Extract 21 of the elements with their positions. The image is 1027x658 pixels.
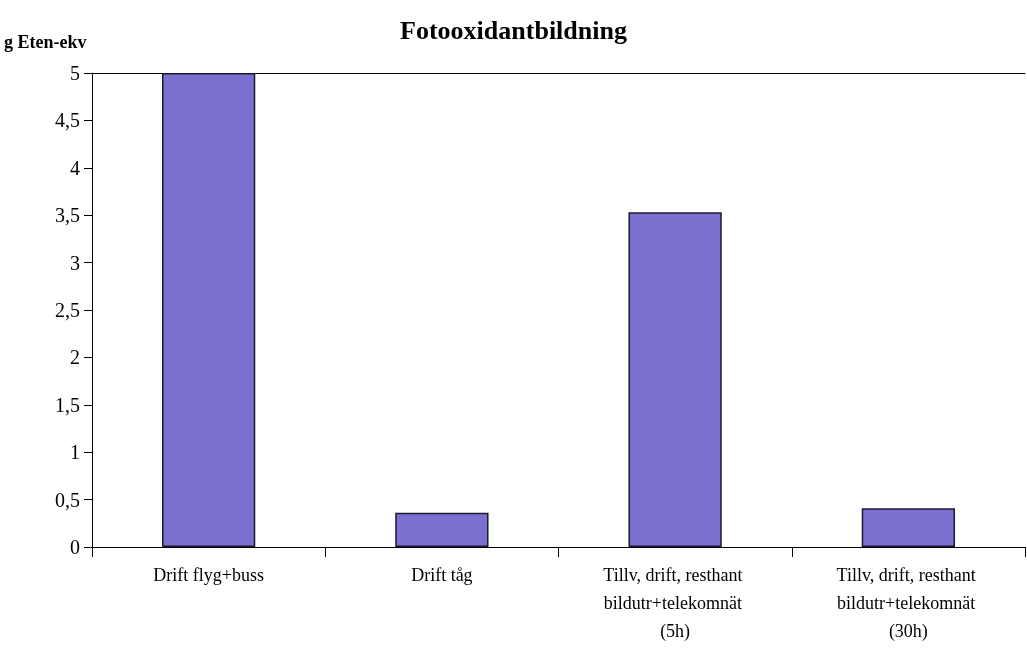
y-tick-label: 2	[70, 346, 80, 369]
x-tick-label: Drift tåg	[411, 565, 473, 585]
x-tick-label: Drift flyg+buss	[153, 565, 264, 585]
bar	[628, 212, 722, 547]
y-tick-label: 0,5	[55, 488, 80, 511]
y-tick-label: 3	[70, 251, 80, 274]
y-tick-label: 1	[70, 441, 80, 464]
y-tick-label: 4,5	[55, 109, 80, 132]
y-tick-label: 0	[70, 536, 80, 558]
x-tick-label: Tillv, drift, resthant bildutr+telekomnät (30h)	[836, 565, 981, 642]
y-tick-label: 4	[70, 156, 80, 179]
bar	[395, 512, 489, 547]
y-tick-label: 5	[70, 62, 80, 84]
bar	[161, 73, 256, 547]
y-tick-label: 1,5	[55, 393, 80, 416]
x-tick-label: Tillv, drift, resthant bildutr+telekomnät (5h)	[603, 565, 747, 642]
bar	[861, 508, 956, 547]
y-tick-label: 2,5	[55, 299, 80, 321]
y-tick-label: 3,5	[55, 204, 80, 227]
y-axis-title: g Eten-ekv	[4, 32, 87, 52]
chart-title: Fotooxidantbildning	[400, 15, 627, 45]
